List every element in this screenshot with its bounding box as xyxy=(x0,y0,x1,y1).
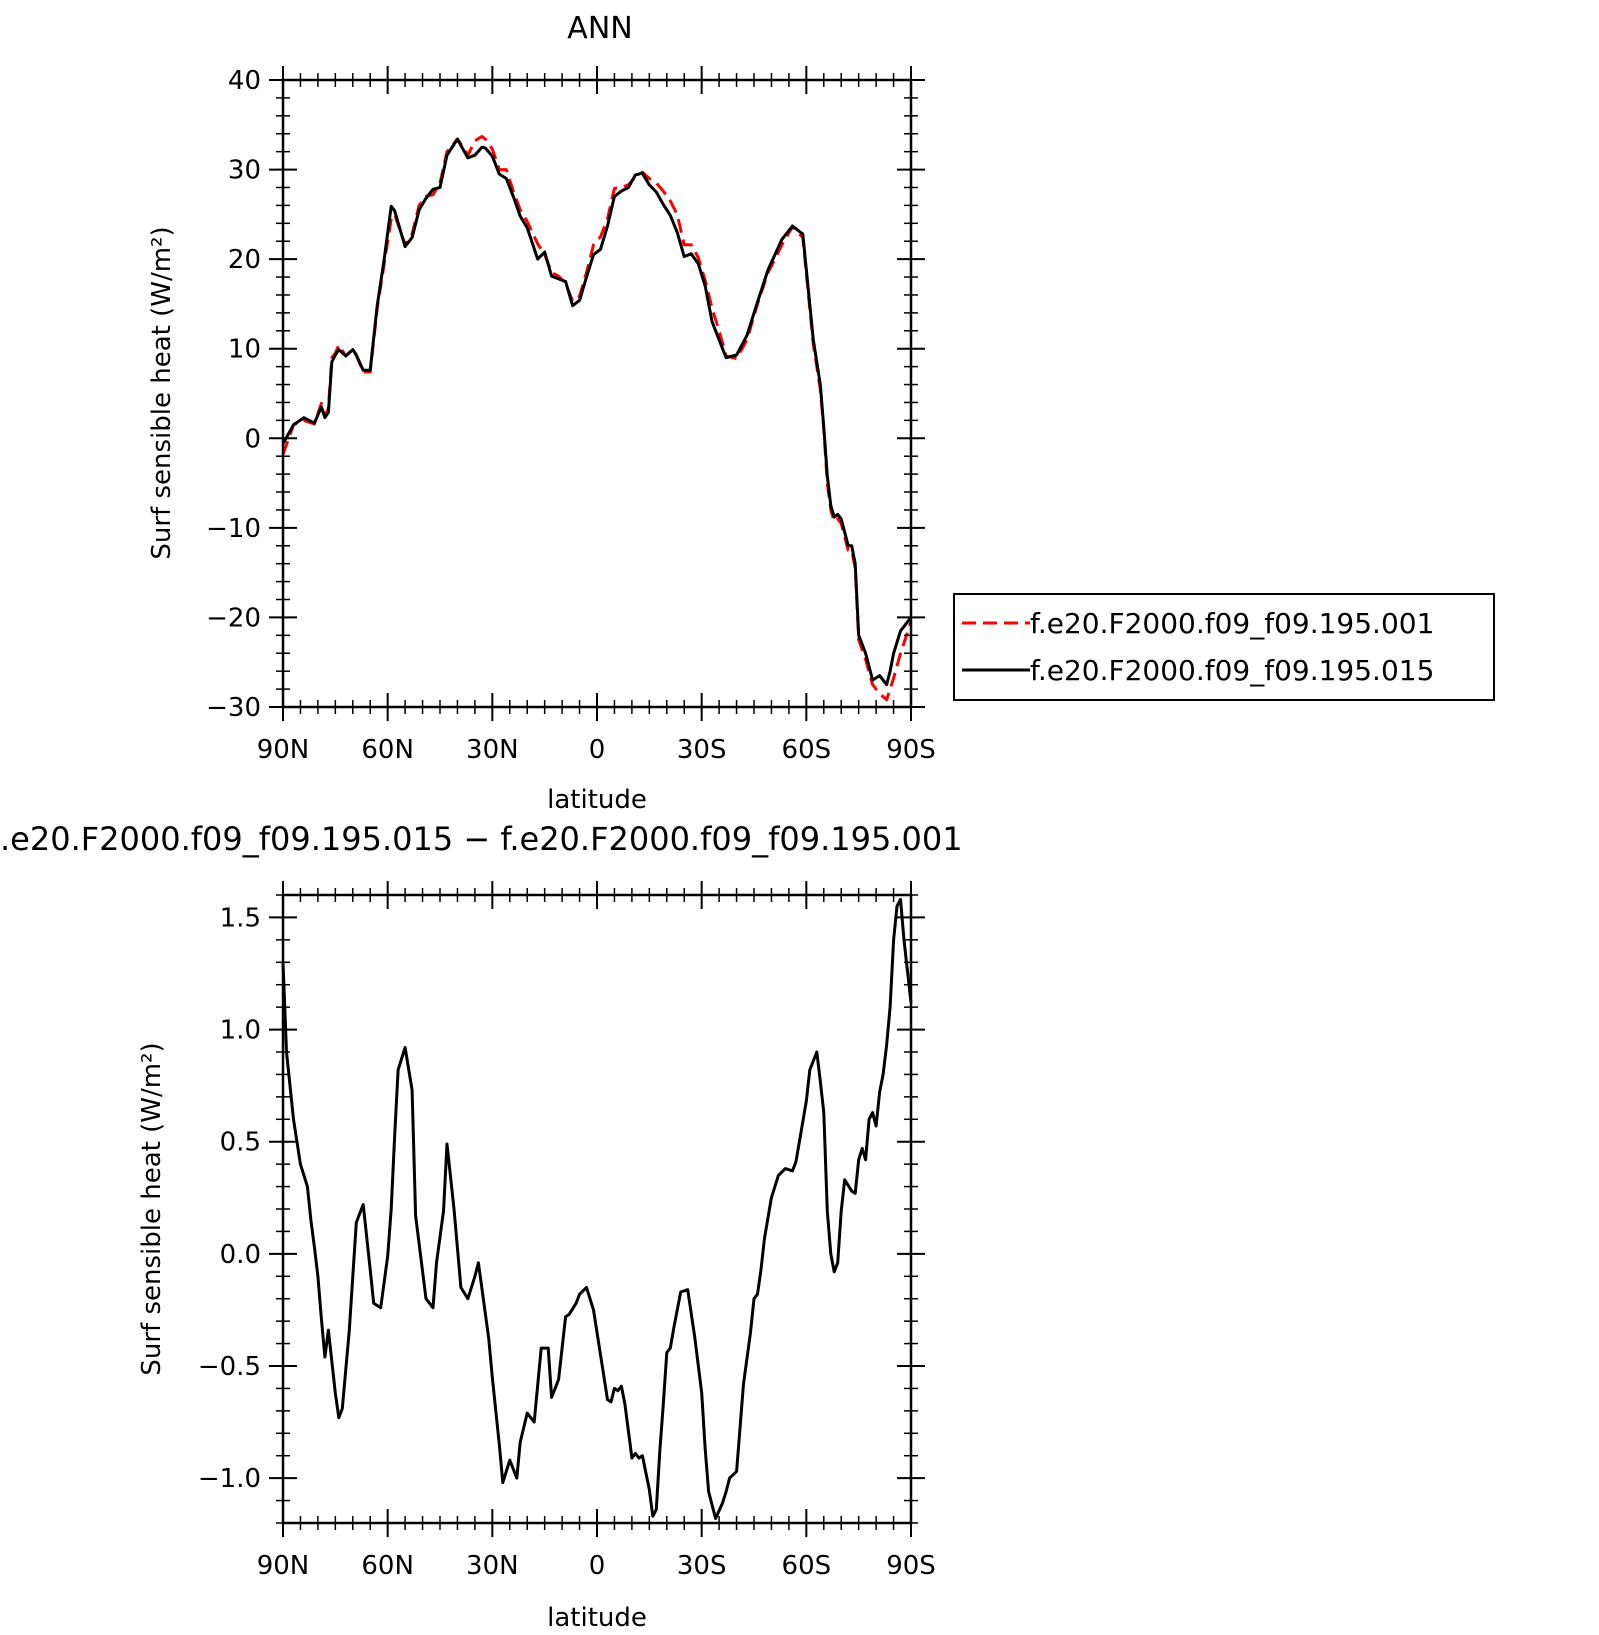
bottom-chart-x-tick-label: 0 xyxy=(589,1551,606,1581)
bottom-chart-y-tick-label: 1.5 xyxy=(220,903,261,933)
bottom-chart-x-tick-label: 60S xyxy=(782,1551,832,1581)
top-chart-y-tick-label: −20 xyxy=(206,603,261,633)
bottom-chart-y-tick-label: 0.0 xyxy=(220,1240,261,1270)
bottom-chart-y-axis-label: Surf sensible heat (W/m²) xyxy=(137,1042,167,1375)
top-chart-frame xyxy=(281,78,913,709)
top-chart-y-tick-label: 0 xyxy=(244,424,261,454)
top-chart-x-tick-label: 0 xyxy=(589,735,606,765)
top-chart-x-axis-label: latitude xyxy=(547,785,647,815)
legend-entry-label: f.e20.F2000.f09_f09.195.001 xyxy=(1030,607,1434,640)
bottom-chart-y-tick-label: 1.0 xyxy=(220,1016,261,1046)
top-chart-series-line-0 xyxy=(281,134,913,702)
bottom-chart-title: .e20.F2000.f09_f09.195.015 − f.e20.F2000… xyxy=(0,820,963,858)
legend-box xyxy=(953,593,1495,701)
top-chart-y-axis-label: Surf sensible heat (W/m²) xyxy=(147,226,177,559)
legend-entry-label: f.e20.F2000.f09_f09.195.015 xyxy=(1030,654,1434,687)
top-chart-x-tick-label: 30N xyxy=(466,735,519,765)
top-chart-y-tick-label: 20 xyxy=(228,245,261,275)
bottom-chart-x-tick-label: 90S xyxy=(886,1551,936,1581)
top-chart-series-line-1 xyxy=(281,137,913,687)
top-chart-panel: ANN 90N 60N 30N 0 30S 60S 90S −30 −20 −10 0 10 20 30 4… xyxy=(147,11,936,815)
top-chart-x-tick-label: 60S xyxy=(782,735,832,765)
bottom-chart-x-axis-label: latitude xyxy=(547,1603,647,1633)
top-chart-x-tick-label: 90N xyxy=(257,735,310,765)
top-chart-y-tick-label: 10 xyxy=(228,335,261,365)
bottom-chart-x-tick-label: 30N xyxy=(466,1551,519,1581)
top-chart-y-tick-label: −10 xyxy=(206,514,261,544)
bottom-chart-x-tick-label: 30S xyxy=(677,1551,727,1581)
bottom-chart-frame xyxy=(281,893,913,1525)
bottom-chart-x-tick-label: 90N xyxy=(257,1551,310,1581)
top-chart-x-tick-label: 60N xyxy=(361,735,414,765)
top-chart-x-tick-label: 90S xyxy=(886,735,936,765)
top-chart-title: ANN xyxy=(567,11,632,46)
legend: f.e20.F2000.f09_f09.195.001 f.e20.F2000.… xyxy=(953,593,1495,701)
bottom-chart-panel: .e20.F2000.f09_f09.195.015 − f.e20.F2000… xyxy=(0,820,963,1633)
bottom-chart-y-tick-label: 0.5 xyxy=(220,1128,261,1158)
bottom-chart-y-tick-label: −0.5 xyxy=(198,1352,261,1382)
top-chart-x-tick-label: 30S xyxy=(677,735,727,765)
top-chart-y-tick-label: 40 xyxy=(228,66,261,96)
bottom-chart-series-line-0 xyxy=(281,898,913,1520)
top-chart-y-tick-label: −30 xyxy=(206,693,261,723)
bottom-chart-x-tick-label: 60N xyxy=(361,1551,414,1581)
bottom-chart-y-tick-label: −1.0 xyxy=(198,1464,261,1494)
top-chart-y-tick-label: 30 xyxy=(228,156,261,186)
